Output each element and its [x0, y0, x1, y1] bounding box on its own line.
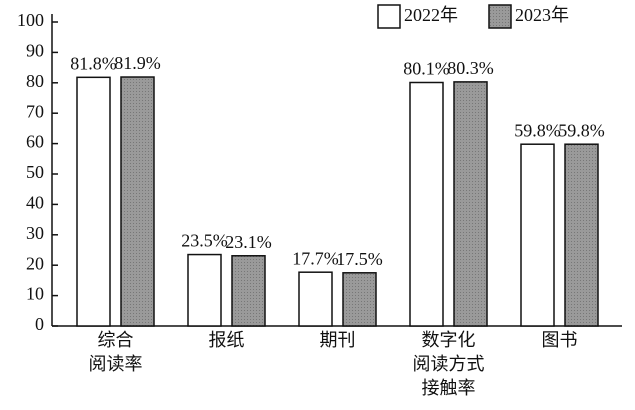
x-tick-line: 图书	[542, 330, 578, 350]
y-tick-label: 20	[26, 253, 44, 273]
bar	[298, 271, 333, 327]
y-tick-label: 80	[26, 71, 44, 91]
value-label: 81.8%	[70, 53, 117, 73]
bar	[187, 253, 222, 327]
value-label: 23.1%	[225, 232, 272, 252]
bar	[120, 76, 155, 327]
value-label: 59.8%	[558, 120, 605, 140]
bar	[409, 81, 444, 327]
x-tick-line: 期刊	[320, 330, 356, 350]
x-tick-label: 综合阅读率	[89, 330, 143, 374]
bar	[76, 76, 111, 327]
legend-label: 2023年	[515, 5, 569, 25]
value-label: 23.5%	[181, 231, 228, 251]
x-tick-line: 数字化	[422, 330, 476, 350]
x-tick-label: 报纸	[209, 330, 245, 350]
x-tick-line: 接触率	[422, 378, 476, 398]
bar	[342, 272, 377, 327]
value-label: 80.3%	[447, 58, 494, 78]
x-tick-line: 综合	[98, 330, 134, 350]
x-tick-label: 期刊	[320, 330, 356, 350]
x-tick-label: 数字化阅读方式接触率	[413, 330, 485, 398]
y-tick-label: 50	[26, 162, 44, 182]
y-tick-label: 60	[26, 132, 44, 152]
bar	[453, 81, 488, 327]
y-tick-label: 0	[35, 314, 44, 334]
y-tick-label: 40	[26, 193, 44, 213]
y-tick-label: 90	[26, 41, 44, 61]
bar	[520, 143, 555, 327]
bar	[564, 143, 599, 327]
value-label: 81.9%	[114, 53, 161, 73]
x-tick-line: 阅读方式	[413, 354, 485, 374]
y-tick-label: 30	[26, 223, 44, 243]
legend-label: 2022年	[404, 5, 458, 25]
x-tick-label: 图书	[542, 330, 578, 350]
value-label: 17.5%	[336, 249, 383, 269]
y-tick-label: 100	[17, 10, 44, 30]
value-label: 59.8%	[514, 120, 561, 140]
x-tick-line: 阅读率	[89, 354, 143, 374]
legend-swatch	[377, 4, 401, 29]
value-label: 80.1%	[403, 59, 450, 79]
value-label: 17.7%	[292, 248, 339, 268]
bar	[231, 255, 266, 327]
y-tick-label: 70	[26, 101, 44, 121]
y-tick-label: 10	[26, 284, 44, 304]
legend-swatch	[488, 4, 512, 29]
x-tick-line: 报纸	[209, 330, 245, 350]
